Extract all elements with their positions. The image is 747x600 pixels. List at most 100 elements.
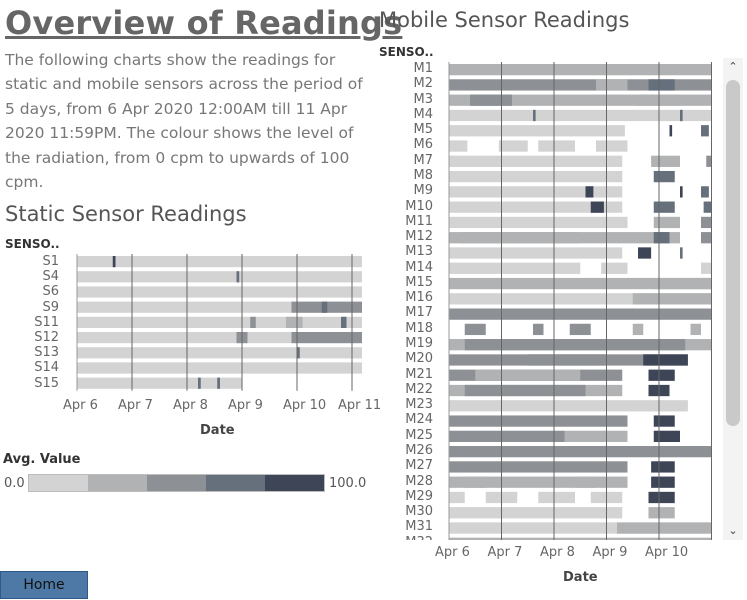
mobile-row-header: SENSO.. [379,45,434,59]
reading-segment [286,316,303,328]
reading-segment [638,247,652,259]
reading-segment [449,64,712,76]
reading-segment [250,316,256,328]
reading-segment [643,354,688,366]
chevron-down-icon[interactable]: ⌄ [728,524,738,537]
mobile-scrollbar[interactable]: ⌃ ⌄ [723,58,743,540]
reading-segment [321,301,328,313]
reading-segment [449,507,623,519]
reading-segment [701,125,709,137]
sensor-label: M31 [405,519,433,535]
reading-segment [449,125,625,137]
reading-segment [533,109,536,122]
reading-segment [703,201,712,213]
reading-segment [475,369,581,381]
sensor-label: M11 [405,213,433,229]
x-tick-label: Apr 7 [118,398,153,413]
reading-segment [297,347,300,359]
reading-segment [77,301,292,313]
x-tick-label: Apr 7 [487,545,523,560]
reading-segment [596,140,628,152]
reading-segment [648,507,675,519]
sensor-label: S12 [34,330,59,345]
reading-segment [449,476,628,488]
scrollbar-thumb[interactable] [726,80,740,426]
legend-swatch [147,475,206,491]
mobile-chart-viewport[interactable]: M1 M2 M3 M4 M5 M6 M7 M8 M9 M10 M11 M12 M13 M14 M15 M16 M… [379,59,719,540]
reading-segment [449,491,465,504]
reading-segment [449,109,712,122]
sensor-label: M17 [405,305,433,321]
sensor-label: M5 [413,122,434,138]
sensor-label: S6 [42,284,59,300]
sensor-label: M32 [379,535,433,540]
reading-segment [651,155,680,167]
reading-segment [449,140,468,152]
reading-segment [449,537,712,540]
home-button[interactable]: Home [0,571,88,599]
reading-segment [77,332,237,344]
reading-segment [590,201,604,213]
sensor-label: M10 [405,198,433,214]
sensor-label: S11 [34,314,59,330]
reading-segment [464,323,486,336]
reading-segment [653,232,670,244]
reading-segment [680,186,683,198]
legend-max-label: 100.0 [329,476,367,491]
reading-segment [680,247,683,259]
sensor-label: M9 [413,183,434,199]
reading-segment [669,125,673,137]
mobile-sensor-heatmap [448,62,719,540]
sensor-label: M3 [413,91,434,107]
reading-segment [538,491,575,504]
reading-segment [653,415,675,427]
sensor-label: M13 [405,244,433,260]
reading-segment [341,316,347,328]
x-tick-label: Apr 6 [63,398,98,413]
reading-segment [706,155,712,167]
reading-segment [449,277,712,290]
legend-min-label: 0.0 [4,476,25,491]
reading-segment [217,377,220,389]
sensor-label: M16 [405,290,433,306]
reading-segment [449,446,712,458]
x-tick-label: Apr 8 [540,545,575,560]
reading-segment [449,155,623,167]
legend-swatch [88,475,147,491]
x-tick-label: Apr 8 [173,398,208,413]
reading-segment [449,170,623,183]
reading-segment [648,369,675,381]
sensor-label: M30 [405,504,433,520]
reading-segment [701,186,709,198]
sensor-label: M19 [405,336,433,352]
chevron-up-icon[interactable]: ⌃ [728,60,738,73]
reading-segment [464,476,486,488]
sensor-label: M21 [405,366,433,382]
reading-segment [527,354,607,366]
legend-color-scale [28,474,325,492]
sensor-label: M12 [405,229,433,245]
reading-segment [464,339,686,351]
sensor-label: M6 [413,137,434,153]
reading-segment [77,377,242,389]
static-chart-title: Static Sensor Readings [5,202,247,226]
reading-segment [653,277,712,290]
reading-segment [596,79,628,91]
reading-segment [564,430,628,442]
static-x-axis-title: Date [200,423,235,438]
sensor-label: M24 [405,412,433,428]
sensor-label: M1 [413,61,434,76]
reading-segment [653,430,680,442]
reading-segment [77,286,362,298]
sensor-label: M22 [405,381,433,397]
reading-segment [449,79,712,91]
reading-segment [449,308,712,320]
static-row-header: SENSO.. [5,237,60,251]
x-tick-label: Apr 10 [645,545,689,560]
reading-segment [449,94,712,106]
reading-segment [449,461,628,473]
sensor-label: M7 [413,152,434,168]
sensor-label: M20 [405,351,433,367]
reading-segment [632,323,644,336]
reading-segment [247,332,292,344]
